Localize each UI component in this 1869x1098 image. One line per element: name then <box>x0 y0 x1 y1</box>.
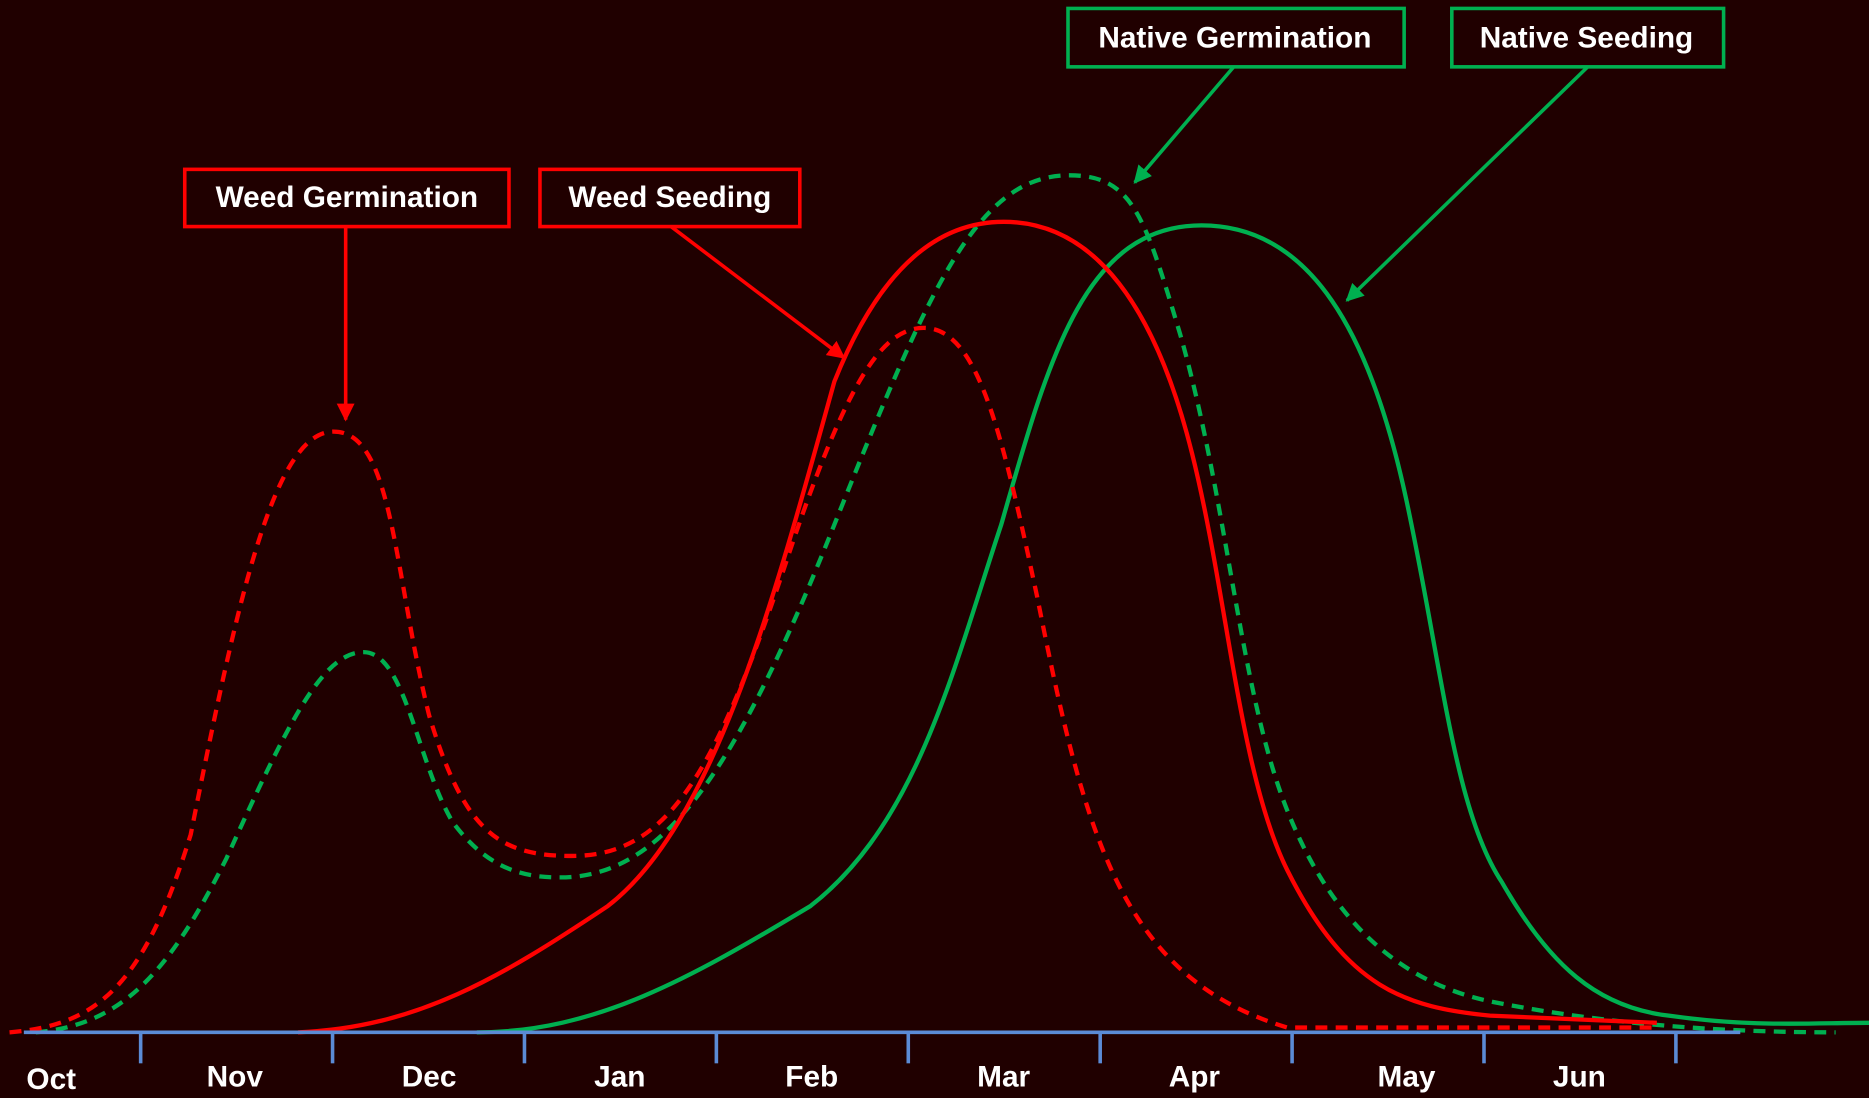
month-label: May <box>1378 1061 1436 1094</box>
weed-germination-curve <box>9 325 1657 1035</box>
month-label: Dec <box>402 1061 457 1094</box>
month-label: Feb <box>785 1061 838 1094</box>
callout-box <box>538 167 802 229</box>
callout-label: Weed Germination <box>216 181 479 214</box>
month-label: Mar <box>977 1061 1030 1094</box>
callout-label: Native Germination <box>1098 21 1371 54</box>
time-axis: Oct Nov Dec Jan Feb Mar Apr May Jun <box>23 1030 1741 1096</box>
native-germination-curve <box>35 173 1836 1035</box>
month-label: Jan <box>594 1061 645 1094</box>
callout-box <box>1066 6 1406 69</box>
callout-label: Native Seeding <box>1480 21 1694 54</box>
callout-arrow <box>1133 65 1236 184</box>
weed-seeding-curve <box>297 219 1657 1035</box>
callout: Native Germination <box>1066 6 1406 184</box>
callout-arrow <box>669 225 846 360</box>
callout: Weed Seeding <box>538 167 846 360</box>
callout: Native Seeding <box>1345 6 1726 302</box>
callout-label: Weed Seeding <box>568 181 771 214</box>
month-label: Apr <box>1169 1061 1221 1094</box>
month-label: Oct <box>26 1063 76 1096</box>
month-label: Jun <box>1553 1061 1606 1094</box>
month-label: Nov <box>207 1061 264 1094</box>
callout: Weed Germination <box>182 167 511 422</box>
native-seeding-curve <box>476 223 1869 1035</box>
callout-arrow <box>1345 65 1589 302</box>
